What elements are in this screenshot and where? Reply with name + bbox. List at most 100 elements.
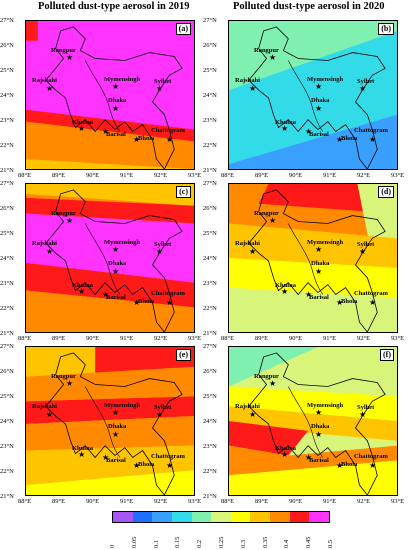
lon-tick-label: 92°E [154, 335, 168, 342]
city-label-dhaka: Dhaka [108, 423, 127, 430]
lon-tick-label: 88°E [221, 172, 235, 179]
city-star-icon: ★ [46, 247, 54, 256]
city-label-bhola: Bhola [138, 135, 155, 142]
aod-band [26, 197, 194, 224]
aod-band [229, 347, 318, 387]
city-star-icon: ★ [66, 53, 74, 62]
lon-tick-label: 89°E [255, 172, 269, 179]
city-label-rajshahi: Rajshahi [235, 403, 260, 410]
city-label-bhola: Bhola [138, 298, 155, 305]
city-label-mymensingh: Mymensingh [104, 239, 141, 246]
lat-tick-label: 26°N [0, 368, 14, 375]
city-label-rangpur: Rangpur [51, 373, 76, 380]
river [288, 386, 324, 458]
colorbar-tick-label: 0.2 [196, 539, 204, 548]
panel-label: (f) [380, 349, 394, 361]
city-label-chattogram: Chattogram [354, 127, 388, 134]
lon-tick-label: 88°E [18, 172, 32, 179]
city-star-icon: ★ [156, 410, 164, 419]
city-label-bhola: Bhola [138, 461, 155, 468]
city-star-icon: ★ [46, 410, 54, 419]
lat-tick-label: 24°N [203, 418, 217, 425]
lat-tick-label: 26°N [0, 42, 14, 49]
lat-tick-label: 22°N [0, 468, 14, 475]
city-star-icon: ★ [133, 298, 141, 307]
lon-tick-label: 91°E [323, 172, 337, 179]
map-panel-e: (e) Rangpur ★ Rajshahi ★ Mymensingh ★ Sylhet ★ Dh… [25, 346, 195, 496]
lat-tick-label: 21°N [0, 493, 14, 500]
city-star-icon: ★ [66, 216, 74, 225]
lat-tick-label: 21°N [0, 167, 14, 174]
lat-tick-label: 25°N [0, 230, 14, 237]
city-star-icon: ★ [315, 430, 323, 439]
lat-tick-label: 23°N [203, 280, 217, 287]
city-star-icon: ★ [369, 298, 377, 307]
city-label-rangpur: Rangpur [51, 210, 76, 217]
lon-tick-label: 93°E [391, 172, 405, 179]
colorbar-tick-label: 0.25 [218, 536, 225, 548]
country-border [248, 352, 386, 495]
map-panel-c: (c) Rangpur ★ Rajshahi ★ Mymensingh ★ Sylhet ★ Dh… [25, 183, 195, 333]
aod-band [26, 213, 194, 283]
map-panel-b: (b) Rangpur ★ Rajshahi ★ Mymensingh ★ Sylhet ★ Dh… [228, 20, 398, 170]
city-star-icon: ★ [336, 298, 344, 307]
panel-label: (a) [175, 23, 191, 35]
map-panel-d: (d) Rangpur ★ Rajshahi ★ Mymensingh ★ Sylhet ★ Dh… [228, 183, 398, 333]
lat-tick-label: 27°N [203, 180, 217, 187]
country-border [248, 26, 386, 169]
colorbar-tick-label: 0.3 [239, 539, 247, 548]
city-label-dhaka: Dhaka [108, 97, 127, 104]
lon-tick-label: 92°E [357, 172, 371, 179]
colorbar-swatch [191, 512, 212, 522]
lat-tick-label: 22°N [203, 468, 217, 475]
lat-tick-label: 22°N [0, 305, 14, 312]
city-label-sylhet: Sylhet [357, 404, 375, 411]
river [288, 60, 324, 132]
aod-band [229, 287, 397, 332]
lat-tick-label: 26°N [0, 205, 14, 212]
lat-tick-label: 24°N [203, 255, 217, 262]
aod-band [229, 406, 397, 441]
aod-band [26, 21, 38, 41]
colorbar-swatch [211, 512, 231, 522]
lon-tick-label: 90°E [86, 172, 100, 179]
city-star-icon: ★ [305, 127, 313, 136]
panel-label: (c) [176, 186, 191, 198]
city-star-icon: ★ [359, 410, 367, 419]
lat-tick-label: 24°N [0, 418, 14, 425]
lat-tick-label: 21°N [203, 167, 217, 174]
country-border [45, 189, 183, 332]
lat-tick-label: 25°N [203, 230, 217, 237]
lat-tick-label: 21°N [0, 330, 14, 337]
lon-tick-label: 89°E [52, 172, 66, 179]
lat-tick-label: 22°N [203, 305, 217, 312]
river [288, 223, 324, 295]
lat-tick-label: 27°N [203, 17, 217, 24]
river [85, 386, 121, 458]
city-star-icon: ★ [112, 430, 120, 439]
city-label-dhaka: Dhaka [311, 423, 330, 430]
city-star-icon: ★ [78, 450, 86, 459]
city-star-icon: ★ [112, 408, 120, 417]
city-label-rajshahi: Rajshahi [32, 240, 57, 247]
lon-tick-label: 90°E [86, 498, 100, 505]
city-label-sylhet: Sylhet [357, 241, 375, 248]
city-label-barisal: Barisal [309, 457, 329, 464]
lat-tick-label: 23°N [0, 117, 14, 124]
map-panel-a: (a) Rangpur ★ Rajshahi ★ Mymensingh ★ Sylhet ★ Dh… [25, 20, 195, 170]
city-label-rajshahi: Rajshahi [235, 77, 260, 84]
lon-tick-label: 89°E [52, 335, 66, 342]
lon-tick-label: 91°E [323, 335, 337, 342]
city-label-dhaka: Dhaka [311, 260, 330, 267]
city-star-icon: ★ [305, 453, 313, 462]
panel-label: (e) [176, 349, 191, 361]
city-label-dhaka: Dhaka [108, 260, 127, 267]
city-star-icon: ★ [269, 216, 277, 225]
city-label-mymensingh: Mymensingh [104, 402, 141, 409]
colorbar-tick-label: 0.05 [130, 536, 138, 548]
city-label-rangpur: Rangpur [254, 210, 279, 217]
city-star-icon: ★ [156, 247, 164, 256]
city-star-icon: ★ [336, 135, 344, 144]
city-star-icon: ★ [315, 267, 323, 276]
city-star-icon: ★ [315, 408, 323, 417]
